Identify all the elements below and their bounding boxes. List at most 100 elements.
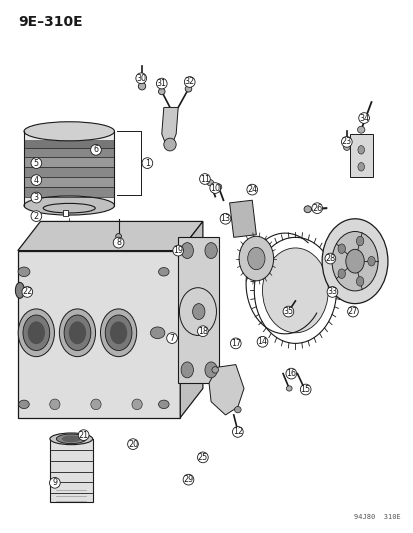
Polygon shape — [25, 148, 114, 157]
Ellipse shape — [50, 433, 93, 445]
Ellipse shape — [23, 315, 50, 351]
Ellipse shape — [59, 309, 95, 357]
Ellipse shape — [206, 180, 213, 186]
Text: 27: 27 — [347, 307, 357, 316]
Text: 31: 31 — [157, 79, 166, 88]
Ellipse shape — [358, 112, 368, 124]
Text: 28: 28 — [325, 254, 335, 263]
Text: 21: 21 — [78, 431, 88, 440]
Ellipse shape — [197, 326, 208, 336]
Text: 33: 33 — [327, 287, 337, 296]
Circle shape — [356, 236, 363, 246]
Ellipse shape — [19, 400, 29, 409]
Circle shape — [247, 247, 264, 270]
Ellipse shape — [246, 184, 257, 195]
Ellipse shape — [150, 327, 164, 338]
Text: 34: 34 — [358, 114, 368, 123]
Circle shape — [356, 277, 363, 286]
Ellipse shape — [311, 203, 322, 214]
Ellipse shape — [164, 138, 176, 151]
Ellipse shape — [113, 237, 123, 248]
Ellipse shape — [301, 387, 307, 392]
Ellipse shape — [158, 400, 169, 409]
Text: 14: 14 — [257, 337, 267, 346]
Text: 10: 10 — [210, 183, 220, 192]
Ellipse shape — [24, 122, 114, 141]
Circle shape — [337, 244, 344, 254]
Polygon shape — [50, 439, 93, 503]
Text: 3: 3 — [34, 193, 39, 202]
Circle shape — [357, 146, 363, 154]
Circle shape — [321, 219, 387, 304]
Ellipse shape — [303, 206, 311, 213]
Text: 11: 11 — [199, 174, 209, 183]
Ellipse shape — [31, 211, 42, 222]
Circle shape — [345, 249, 363, 273]
Text: 17: 17 — [230, 339, 240, 348]
Text: 24: 24 — [247, 185, 256, 194]
Ellipse shape — [22, 287, 33, 297]
Polygon shape — [18, 251, 180, 418]
Text: 12: 12 — [232, 427, 242, 437]
Ellipse shape — [31, 175, 42, 185]
Ellipse shape — [69, 321, 86, 344]
Polygon shape — [25, 167, 114, 177]
Polygon shape — [161, 108, 178, 144]
Ellipse shape — [282, 306, 293, 317]
Text: 1: 1 — [145, 159, 150, 167]
Ellipse shape — [235, 428, 240, 433]
Ellipse shape — [24, 196, 114, 215]
Circle shape — [331, 231, 377, 291]
Text: 9E–310E: 9E–310E — [18, 14, 82, 29]
Ellipse shape — [78, 430, 89, 440]
Ellipse shape — [341, 136, 351, 147]
Polygon shape — [229, 200, 256, 237]
Ellipse shape — [100, 309, 136, 357]
Ellipse shape — [31, 158, 42, 168]
Ellipse shape — [215, 184, 221, 190]
Text: 8: 8 — [116, 238, 121, 247]
Ellipse shape — [156, 78, 167, 89]
Ellipse shape — [166, 333, 177, 343]
Polygon shape — [25, 177, 114, 187]
Ellipse shape — [199, 174, 210, 184]
Text: 7: 7 — [169, 334, 174, 343]
Ellipse shape — [15, 282, 24, 298]
Text: 20: 20 — [128, 440, 138, 449]
Ellipse shape — [299, 384, 310, 395]
Text: 22: 22 — [22, 287, 32, 296]
Ellipse shape — [158, 88, 165, 95]
Ellipse shape — [138, 83, 145, 90]
Text: 15: 15 — [300, 385, 310, 394]
Ellipse shape — [50, 399, 60, 410]
Ellipse shape — [343, 144, 349, 150]
Ellipse shape — [324, 253, 335, 264]
Ellipse shape — [262, 248, 328, 333]
Text: 13: 13 — [220, 214, 230, 223]
Ellipse shape — [135, 73, 146, 84]
Polygon shape — [209, 365, 243, 415]
Text: 35: 35 — [282, 307, 293, 316]
Ellipse shape — [158, 268, 169, 276]
Text: 26: 26 — [311, 204, 321, 213]
Ellipse shape — [211, 367, 218, 373]
Ellipse shape — [105, 315, 132, 351]
Circle shape — [204, 362, 217, 378]
Circle shape — [367, 256, 374, 266]
Ellipse shape — [110, 321, 127, 344]
Ellipse shape — [18, 267, 30, 277]
Ellipse shape — [90, 144, 101, 155]
Polygon shape — [18, 221, 202, 251]
Ellipse shape — [127, 439, 138, 449]
Circle shape — [357, 163, 363, 171]
Ellipse shape — [326, 287, 337, 297]
Ellipse shape — [62, 435, 81, 442]
Ellipse shape — [232, 426, 242, 437]
Text: 2: 2 — [34, 212, 39, 221]
Polygon shape — [178, 237, 219, 383]
Polygon shape — [25, 140, 114, 148]
Ellipse shape — [173, 245, 183, 256]
Text: 4: 4 — [34, 175, 39, 184]
Ellipse shape — [18, 309, 54, 357]
Polygon shape — [25, 157, 114, 167]
